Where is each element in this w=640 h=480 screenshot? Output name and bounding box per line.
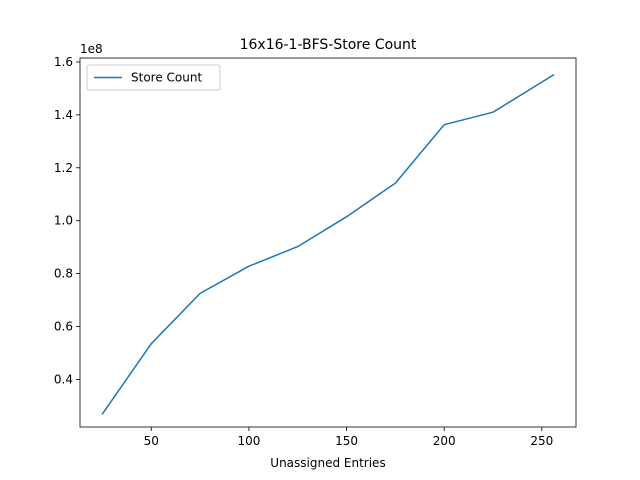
- plot-area: 50 100 150 200 250 0.4 0.6 0.8 1.0 1.2 1.4 1.6 Store…: [54, 55, 577, 448]
- x-tick-label: 250: [530, 434, 553, 448]
- y-tick-label: 0.4: [54, 372, 73, 386]
- legend-box: [86, 64, 221, 91]
- series-line-0: [101, 73, 555, 415]
- y-tick-label: 1.2: [54, 161, 73, 175]
- x-tick-label: 150: [335, 434, 358, 448]
- y-tick-label: 1.6: [54, 55, 73, 69]
- x-axis-label: Unassigned Entries: [270, 456, 385, 470]
- y-tick-label: 1.0: [54, 214, 73, 228]
- y-tick-label: 1.4: [54, 108, 73, 122]
- y-offset-label: 1e8: [80, 42, 103, 56]
- y-tick-label: 0.6: [54, 319, 73, 333]
- y-tick-label: 0.8: [54, 267, 73, 281]
- x-tick-label: 50: [144, 434, 159, 448]
- x-tick-label: 200: [433, 434, 456, 448]
- axes-frame: [79, 57, 577, 428]
- chart-title: 16x16-1-BFS-Store Count: [240, 37, 417, 53]
- legend-label: Store Count: [131, 71, 202, 85]
- x-tick-label: 100: [237, 434, 260, 448]
